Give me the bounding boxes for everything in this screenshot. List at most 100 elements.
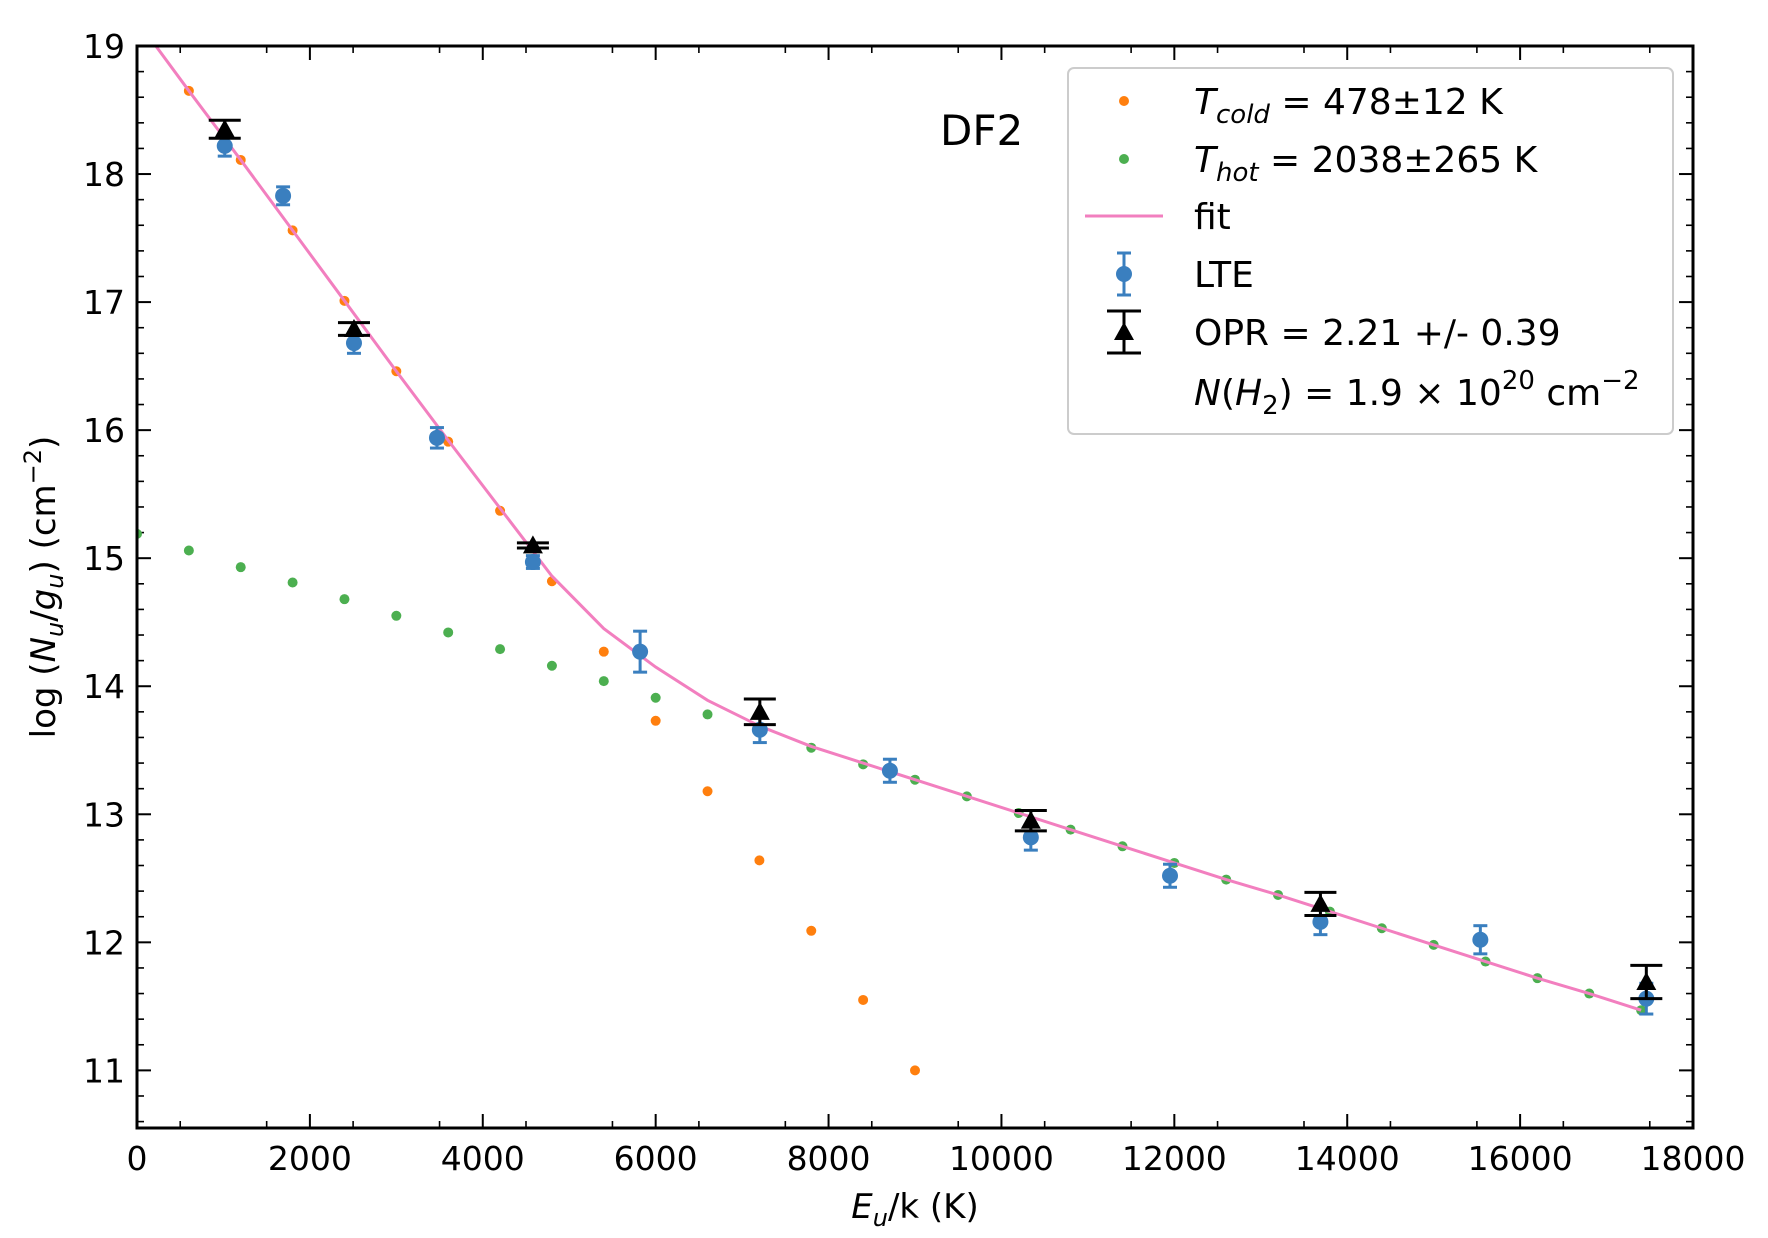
cold-point	[754, 855, 765, 866]
y-axis-label-sup: −2	[19, 449, 47, 484]
legend-cold-sub: cold	[1216, 100, 1270, 130]
legend-column-h: H	[1235, 373, 1262, 414]
legend-column-unit-exp: −2	[1601, 366, 1639, 396]
lte-point	[216, 137, 233, 154]
hot-point	[235, 562, 246, 573]
y-tick-label: 12	[83, 923, 125, 962]
cold-point	[650, 715, 661, 726]
lte-point	[1472, 931, 1489, 948]
legend-column-h-sub: 2	[1262, 391, 1279, 421]
hot-point	[183, 545, 194, 556]
legend-hot-marker	[1119, 154, 1129, 164]
x-tick-label: 2000	[268, 1139, 352, 1178]
hot-point	[598, 676, 609, 687]
x-tick-label: 4000	[441, 1139, 525, 1178]
y-axis-label-g: g	[24, 589, 64, 611]
lte-point	[632, 643, 649, 660]
opr-point	[1310, 893, 1331, 912]
y-tick-label: 16	[83, 411, 125, 450]
legend-hot-value: = 2038±265 K	[1259, 140, 1539, 181]
legend-cold-marker	[1119, 96, 1129, 106]
opr-point	[214, 119, 235, 138]
legend-column-eq: = 1.9 × 10	[1293, 373, 1502, 414]
y-tick-label: 14	[83, 667, 125, 706]
x-tick-label: 6000	[614, 1139, 698, 1178]
x-axis-label-sub: u	[873, 1204, 888, 1232]
legend-lte-dot	[1116, 266, 1132, 282]
opr-point	[1020, 810, 1041, 829]
plot-clip-group	[137, 46, 1663, 1076]
legend-column-exp: 20	[1502, 366, 1535, 396]
legend-column-n: N	[1194, 373, 1221, 414]
legend-lte-label: LTE	[1194, 255, 1254, 296]
y-tick-label: 15	[83, 539, 125, 578]
lte-point	[881, 762, 898, 779]
lte-point	[275, 187, 292, 204]
y-axis-label-mid: ) (cm	[24, 484, 64, 573]
legend-column-paren-open: (	[1221, 373, 1235, 414]
y-tick-label: 11	[83, 1051, 125, 1090]
legend-hot-sub: hot	[1216, 158, 1259, 188]
x-tick-label: 16000	[1468, 1139, 1573, 1178]
legend-cold-value: = 478±12 K	[1270, 82, 1504, 123]
legend-hot-label: Thot = 2038±265 K	[1194, 140, 1539, 188]
x-axis-label-rest: /k (K)	[888, 1187, 979, 1227]
legend-box	[1067, 67, 1674, 435]
legend-hot-symbol: T	[1194, 140, 1219, 181]
y-axis-label-suffix: )	[24, 436, 64, 449]
y-tick-label: 19	[83, 27, 125, 66]
y-tick-label: 18	[83, 155, 125, 194]
legend-opr-label: OPR = 2.21 +/- 0.39	[1194, 313, 1561, 354]
y-tick-label: 17	[83, 283, 125, 322]
x-axis-label: Eu/k (K)	[851, 1187, 978, 1232]
cold-point	[806, 925, 817, 936]
legend-opr-triangle	[1114, 322, 1134, 340]
legend-column-unit: cm	[1535, 373, 1601, 414]
y-axis-label-n: N	[24, 637, 64, 662]
legend-column-paren-close: )	[1279, 373, 1293, 414]
cold-point	[702, 786, 713, 797]
cold-point	[598, 646, 609, 657]
legend-cold-symbol: T	[1194, 82, 1219, 123]
x-tick-label: 14000	[1295, 1139, 1400, 1178]
hot-point	[339, 594, 350, 605]
x-tick-label: 0	[127, 1139, 148, 1178]
x-tick-label: 10000	[949, 1139, 1054, 1178]
y-axis-label-g-sub: u	[41, 573, 69, 588]
x-tick-label: 12000	[1122, 1139, 1227, 1178]
plot-frame	[135, 44, 1695, 1130]
hot-point	[391, 610, 402, 621]
lte-point	[345, 335, 362, 352]
lte-point	[1022, 829, 1039, 846]
opr-point	[343, 318, 364, 337]
legend-cold-label: Tcold = 478±12 K	[1194, 82, 1504, 130]
legend-lte-marker	[1116, 251, 1132, 297]
chart-annotation: DF2	[940, 106, 1023, 155]
lte-point	[1162, 867, 1179, 884]
hot-point	[443, 627, 454, 638]
y-axis-label-slash: /	[24, 610, 64, 622]
opr-point	[1636, 972, 1657, 991]
hot-point	[546, 660, 557, 671]
y-axis-label-n-sub: u	[41, 622, 69, 637]
hot-point	[495, 644, 506, 655]
hot-point	[702, 709, 713, 720]
cold-point	[910, 1065, 920, 1076]
cold-point	[858, 994, 869, 1005]
opr-point	[749, 701, 770, 720]
y-axis-label: log (Nu/gu) (cm−2)	[19, 436, 69, 739]
legend-column-density: N(H2) = 1.9 × 1020 cm−2	[1194, 366, 1640, 421]
x-tick-label: 18000	[1641, 1139, 1746, 1178]
legend-fit-label: fit	[1194, 197, 1231, 238]
lte-point	[1312, 913, 1329, 930]
legend-opr-marker	[1107, 309, 1141, 355]
hot-point	[287, 577, 298, 588]
lte-point	[428, 429, 445, 446]
plot-area	[137, 46, 1663, 1076]
x-tick-label: 8000	[787, 1139, 871, 1178]
x-axis-label-base: E	[851, 1187, 873, 1227]
opr-point	[522, 535, 543, 554]
y-tick-label: 13	[83, 795, 125, 834]
lte-point	[524, 554, 541, 571]
legend: Tcold = 478±12 K Thot = 2038±265 K fit L…	[1067, 67, 1674, 435]
